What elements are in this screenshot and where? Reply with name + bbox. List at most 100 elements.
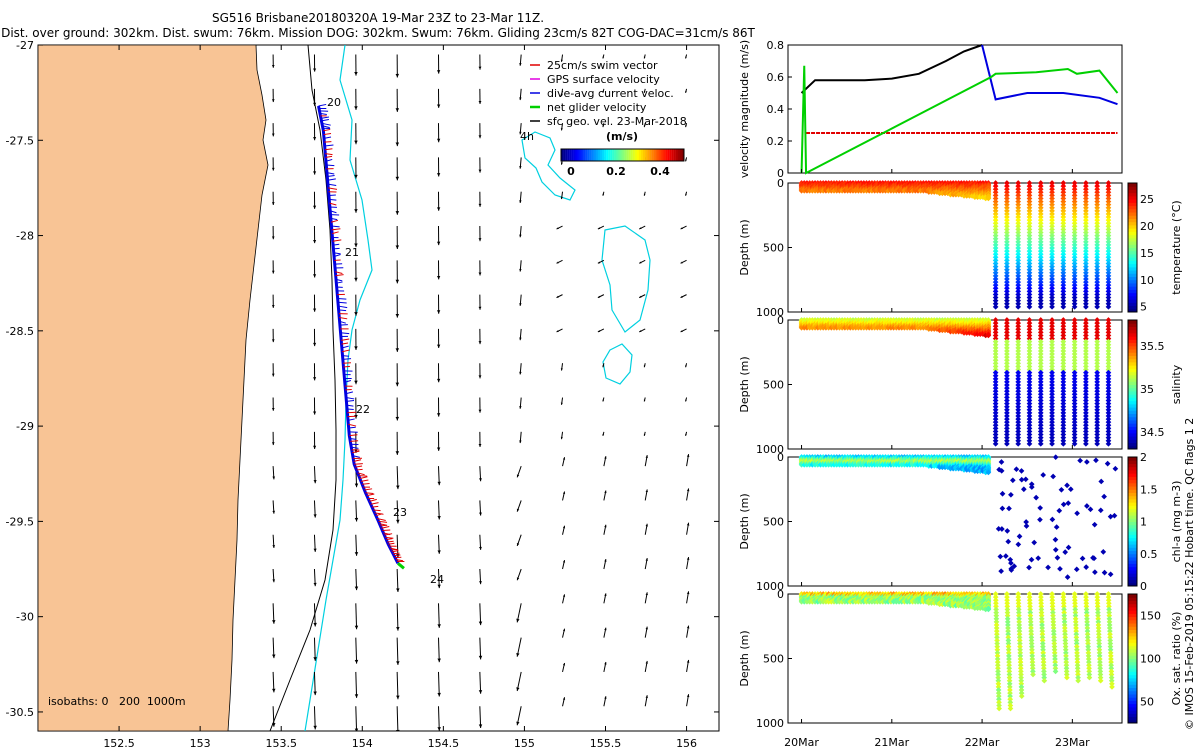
temperature-point: [1049, 273, 1055, 279]
temperature-point: [1083, 192, 1089, 199]
chla-colorbar-cell: [1128, 463, 1137, 468]
geo-vector-head: [602, 193, 605, 196]
chla-colorbar-cell: [1128, 544, 1137, 548]
salinity-colorbar-cell: [1128, 352, 1137, 356]
temperature-point: [1083, 248, 1089, 254]
map-colorbar-cell: [597, 149, 601, 161]
temperature-point: [1071, 242, 1078, 248]
salinity-colorbar-cell: [1128, 436, 1137, 440]
temperature-colorbar-cell: [1128, 192, 1137, 197]
chla-colorbar-label: chl-a (mg m-3): [1170, 481, 1183, 563]
temperature-point: [1071, 257, 1078, 264]
temperature-point: [1037, 229, 1044, 236]
swim-vector: [332, 239, 342, 242]
temperature-point: [1037, 223, 1044, 230]
temperature-point: [1026, 288, 1033, 295]
temperature-point: [1004, 198, 1010, 205]
salinity-colorbar-tick: 34.5: [1140, 426, 1165, 439]
geo-vector-head: [604, 490, 607, 494]
temperature-point: [1004, 183, 1010, 189]
temperature-point: [1015, 195, 1022, 202]
temperature-point: [1094, 242, 1101, 248]
swim-vector: [348, 423, 357, 427]
temperature-point: [1105, 242, 1112, 248]
temperature-point: [1071, 269, 1078, 276]
temperature-point: [1004, 238, 1010, 245]
legend-item-gps: GPS surface velocity: [547, 73, 660, 86]
temperature-point: [1026, 269, 1033, 276]
temperature-point: [1004, 242, 1010, 248]
temperature-point: [1060, 291, 1067, 298]
chla-colorbar-cell: [1128, 563, 1137, 568]
temperature-point: [1094, 269, 1101, 276]
salinity-panel-frame: [787, 319, 1123, 450]
temperature-point: [1037, 304, 1044, 310]
velocity-panel-frame: [787, 44, 1123, 174]
temperature-colorbar-cell: [1128, 212, 1137, 216]
geo-vector-head: [478, 443, 482, 447]
temperature-point: [1105, 288, 1112, 295]
temperature-point: [1105, 183, 1112, 189]
temperature-point: [1037, 248, 1044, 254]
oxygen-colorbar-cell: [1128, 606, 1137, 611]
oxygen-colorbar-cell: [1128, 700, 1137, 705]
temperature-point: [1060, 248, 1067, 254]
salinity-colorbar-cell: [1128, 397, 1137, 402]
isobaths-label: isobaths: 0 200 1000m: [48, 695, 186, 708]
map-colorbar-cell: [579, 149, 582, 161]
chla-colorbar-cell: [1128, 569, 1137, 574]
temperature-point: [1015, 220, 1022, 227]
chla-colorbar-cell: [1128, 540, 1137, 545]
map-colorbar-cell: [681, 149, 685, 161]
temperature-point: [1105, 235, 1112, 242]
temperature-point: [1071, 279, 1078, 285]
temperature-point: [1105, 294, 1112, 301]
footer-side-text: © IMOS 15-Feb-2019 05:15:22 Hobart time.…: [1183, 418, 1196, 730]
swim-vector: [331, 231, 339, 235]
chla-colorbar-cell: [1128, 566, 1137, 571]
geo-vector-head: [437, 727, 441, 731]
geo-vector-head: [519, 406, 522, 409]
salinity-colorbar-cell: [1128, 378, 1137, 382]
swim-vector: [380, 524, 387, 527]
geo-vector: [396, 466, 399, 490]
temperature-point: [1105, 257, 1112, 264]
swim-vector: [333, 254, 341, 257]
salinity-point: [992, 400, 999, 407]
temperature-point: [1026, 266, 1033, 273]
geo-vector-head: [560, 402, 563, 405]
map-colorbar-cell: [636, 149, 640, 161]
geo-vector-head: [396, 626, 400, 631]
geo-vector-head: [354, 483, 359, 488]
geo-vector-head: [313, 239, 317, 244]
temperature-point: [1015, 198, 1022, 205]
salinity-point: [992, 335, 999, 342]
salinity-ytick-label: 0: [777, 314, 784, 327]
swim-vector: [373, 509, 381, 512]
swim-vector: [393, 552, 400, 555]
geo-vector-head: [479, 581, 482, 585]
temperature-point: [992, 282, 999, 288]
salinity-point: [992, 410, 999, 416]
map-colorbar-cell: [679, 149, 683, 161]
salinity-colorbar-tick: 35.5: [1140, 340, 1165, 353]
net-velocity-arrow: [396, 562, 405, 570]
map-colorbar-cell: [663, 149, 666, 161]
swim-vector: [346, 404, 354, 407]
geo-vector-head: [519, 63, 522, 66]
oxygen-colorbar-cell: [1128, 594, 1137, 598]
oxygen-colorbar-cell: [1128, 684, 1137, 689]
temperature-point: [1015, 257, 1022, 264]
salinity-point: [992, 348, 999, 354]
salinity-point: [992, 385, 999, 391]
temperature-point: [1094, 186, 1101, 193]
temperature-colorbar-cell: [1128, 208, 1137, 213]
temperature-point: [1037, 180, 1044, 186]
temperature-point: [1037, 195, 1044, 202]
temperature-point: [1037, 288, 1044, 295]
chla-colorbar-cell: [1128, 560, 1137, 564]
salinity-point: [992, 363, 999, 370]
geo-vector-head: [437, 275, 441, 280]
map-legend: 25cm/s swim vector GPS surface velocity …: [530, 59, 687, 178]
temperature-point: [1105, 291, 1112, 298]
